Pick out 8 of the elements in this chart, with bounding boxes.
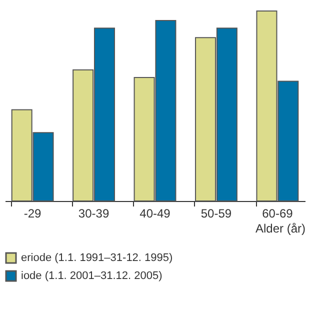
x-tick-label: 40-49 [140,206,171,220]
x-tick-label: -29 [24,206,42,220]
legend-label: eriode (1.1. 1991–31-12. 1995) [21,252,173,264]
legend-label: iode (1.1. 2001–31.12. 2005) [21,270,162,282]
x-tick-label: 60-69 [262,206,294,220]
x-axis-title: Alder (år) [255,222,306,236]
x-tick-label: 50-59 [200,206,232,220]
x-tick-label: 30-39 [78,206,110,220]
